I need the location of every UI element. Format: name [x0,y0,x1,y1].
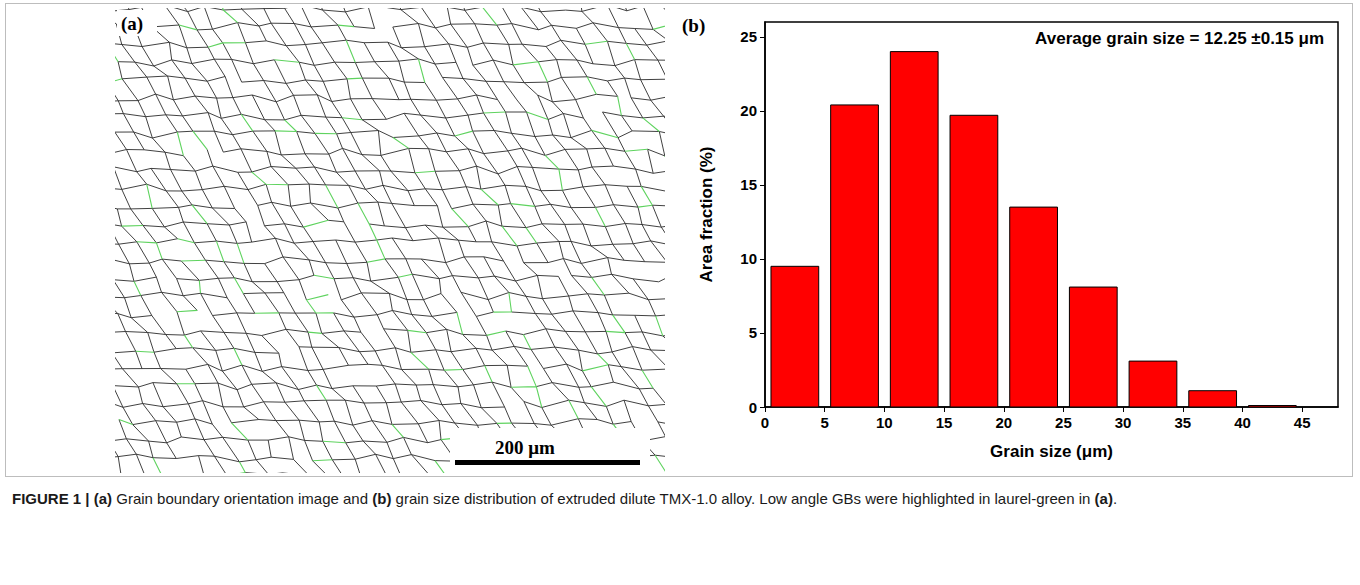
svg-text:0: 0 [749,399,757,416]
svg-text:Average grain size = 12.25 ±0.: Average grain size = 12.25 ±0.15 μm [1035,29,1324,48]
svg-text:5: 5 [749,324,757,341]
html-text:FIGURE 1 | (a) Grain boundary: FIGURE 1 | (a) Grain boundary orientatio… [12,490,1118,507]
svg-text:15: 15 [936,414,953,431]
svg-text:15: 15 [740,176,757,193]
svg-text:20: 20 [740,102,757,119]
svg-text:40: 40 [1234,414,1251,431]
svg-text:0: 0 [761,414,769,431]
svg-text:20: 20 [995,414,1012,431]
svg-text:10: 10 [876,414,893,431]
svg-text:Area fraction (%): Area fraction (%) [697,146,716,282]
svg-text:45: 45 [1294,414,1311,431]
svg-text:25: 25 [740,28,757,45]
svg-text:(b): (b) [682,15,705,37]
svg-text:30: 30 [1115,414,1132,431]
svg-text:10: 10 [740,250,757,267]
svg-text:25: 25 [1055,414,1072,431]
svg-text:200 μm: 200 μm [495,437,555,458]
svg-text:Grain size (μm): Grain size (μm) [990,442,1113,461]
svg-text:(a): (a) [121,13,143,35]
svg-text:35: 35 [1174,414,1191,431]
svg-text:5: 5 [821,414,829,431]
